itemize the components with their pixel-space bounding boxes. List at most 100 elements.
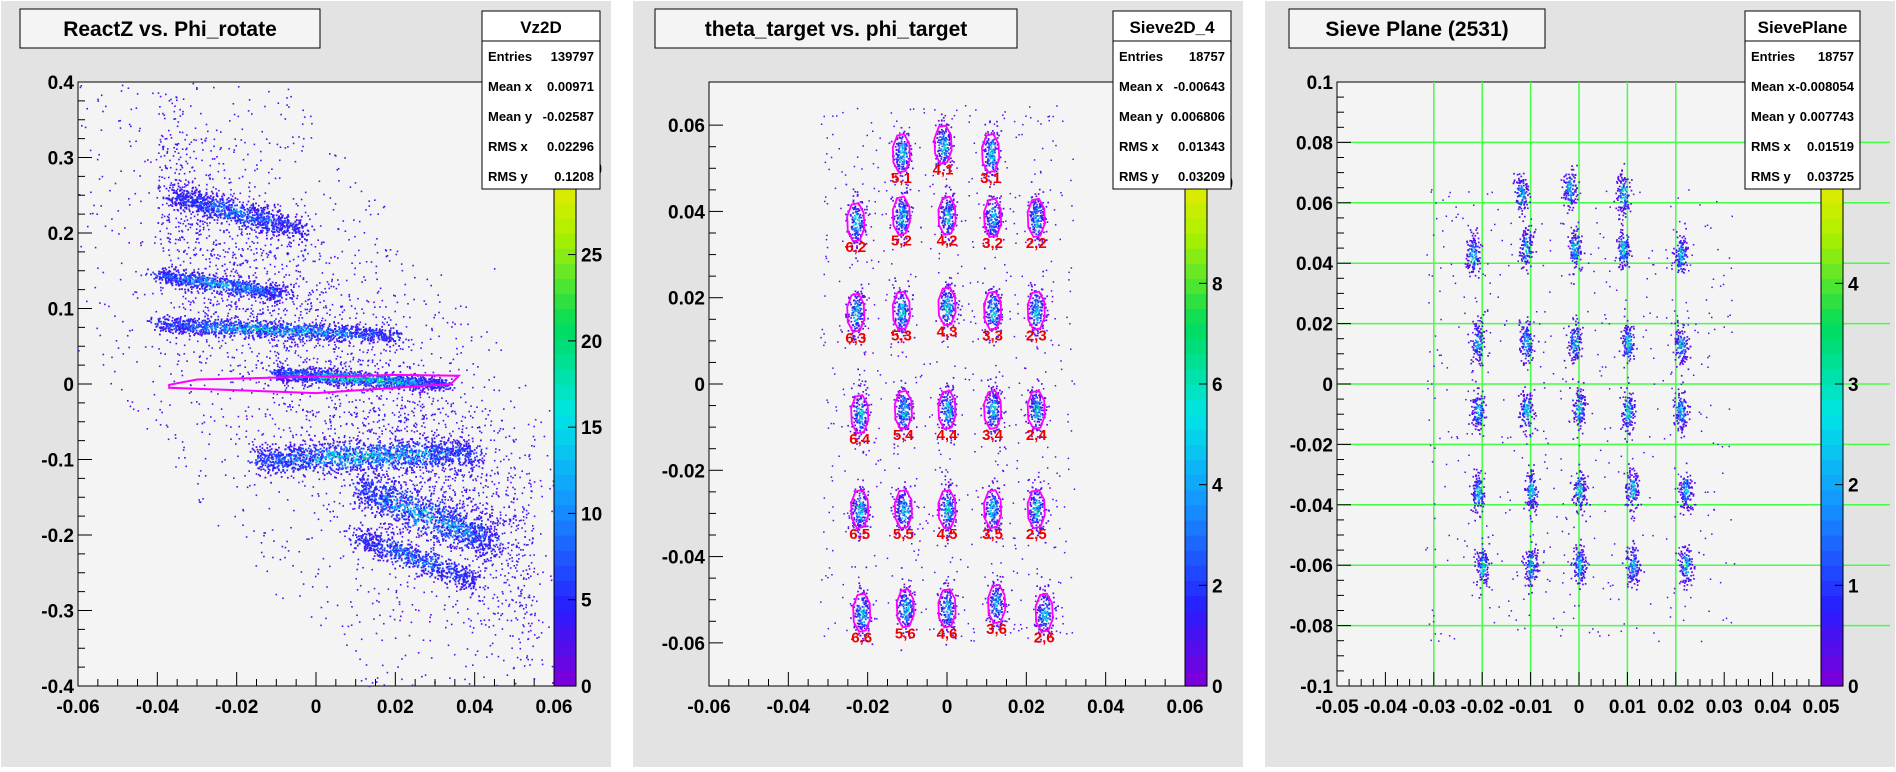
data-point xyxy=(231,317,233,319)
data-point xyxy=(426,418,428,420)
data-point xyxy=(213,304,215,306)
data-point xyxy=(225,342,227,344)
data-point xyxy=(521,527,523,529)
data-point xyxy=(371,403,373,405)
data-point xyxy=(100,205,102,207)
data-point xyxy=(235,301,237,303)
data-point xyxy=(516,525,518,527)
data-point xyxy=(203,211,205,213)
data-point xyxy=(213,146,215,148)
data-point xyxy=(264,383,266,385)
data-point xyxy=(522,605,524,607)
data-point xyxy=(468,497,470,499)
data-point xyxy=(242,250,244,252)
data-point xyxy=(360,360,362,362)
data-point xyxy=(198,185,200,187)
data-point xyxy=(257,292,259,294)
data-point xyxy=(494,528,496,530)
data-point xyxy=(203,227,205,229)
data-point xyxy=(159,167,161,169)
data-point xyxy=(324,439,326,441)
data-point xyxy=(216,201,218,203)
data-point xyxy=(266,221,268,223)
data-point xyxy=(306,419,308,421)
data-point xyxy=(331,279,333,281)
data-point xyxy=(224,459,226,461)
data-point xyxy=(175,218,177,220)
data-point xyxy=(483,487,485,489)
data-point xyxy=(282,282,284,284)
data-point xyxy=(355,407,357,409)
data-point xyxy=(120,170,122,172)
data-point xyxy=(352,508,354,510)
data-point xyxy=(460,555,462,557)
data-point xyxy=(401,405,403,407)
data-point xyxy=(508,572,510,574)
data-point xyxy=(334,316,336,318)
data-point xyxy=(96,328,98,330)
data-point xyxy=(357,435,359,437)
data-point xyxy=(459,500,461,502)
data-point xyxy=(231,204,233,206)
data-point xyxy=(550,575,552,577)
data-point xyxy=(224,204,226,206)
data-point xyxy=(414,408,416,410)
data-point xyxy=(214,420,216,422)
data-point xyxy=(502,519,504,521)
data-point xyxy=(488,619,490,621)
data-point xyxy=(280,114,282,116)
data-point xyxy=(273,393,275,395)
data-point xyxy=(442,496,444,498)
data-point xyxy=(385,362,387,364)
data-point xyxy=(262,230,264,232)
data-point xyxy=(287,223,289,225)
data-point xyxy=(400,584,402,586)
data-point xyxy=(394,352,396,354)
data-point xyxy=(186,154,188,156)
data-point xyxy=(166,152,168,154)
data-point xyxy=(198,475,200,477)
data-point xyxy=(306,538,308,540)
data-point xyxy=(247,372,249,374)
data-point xyxy=(468,435,470,437)
data-point xyxy=(304,386,306,388)
data-point xyxy=(368,483,370,485)
data-point xyxy=(196,223,198,225)
data-point xyxy=(529,539,531,541)
data-point xyxy=(158,271,160,273)
data-point xyxy=(526,473,528,475)
data-point xyxy=(312,440,314,442)
data-point xyxy=(334,341,336,343)
data-point xyxy=(230,365,232,367)
data-point xyxy=(239,373,241,375)
data-point xyxy=(533,596,535,598)
data-point xyxy=(524,554,526,556)
data-point xyxy=(312,290,314,292)
data-point xyxy=(232,238,234,240)
data-point xyxy=(309,298,311,300)
data-point xyxy=(531,659,533,661)
data-point xyxy=(264,532,266,534)
data-point xyxy=(139,128,141,130)
data-point xyxy=(199,501,201,503)
data-point xyxy=(494,460,496,462)
data-point xyxy=(145,346,147,348)
data-point xyxy=(128,87,130,89)
data-point xyxy=(404,413,406,415)
data-point xyxy=(289,261,291,263)
data-point xyxy=(522,506,524,508)
data-point xyxy=(505,582,507,584)
data-point xyxy=(295,161,297,163)
data-point xyxy=(507,547,509,549)
data-point xyxy=(275,282,277,284)
data-point xyxy=(404,405,406,407)
data-point xyxy=(398,366,400,368)
data-point xyxy=(340,356,342,358)
data-point xyxy=(326,508,328,510)
data-point xyxy=(182,113,184,115)
data-point xyxy=(402,438,404,440)
data-point xyxy=(308,538,310,540)
data-point xyxy=(180,264,182,266)
data-point xyxy=(162,287,164,289)
data-point xyxy=(302,254,304,256)
